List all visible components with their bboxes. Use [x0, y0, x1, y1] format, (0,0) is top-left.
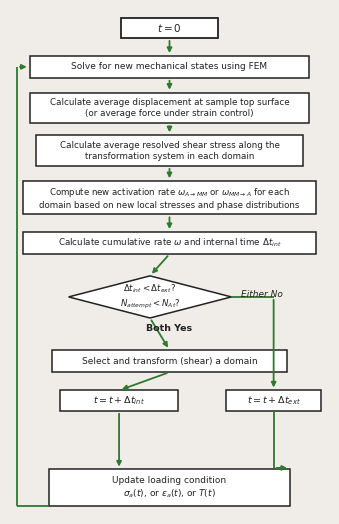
Text: Update loading condition
$\sigma_a(t)$, or $\varepsilon_a(t)$, or $T(t)$: Update loading condition $\sigma_a(t)$, … [113, 476, 226, 500]
Polygon shape [68, 276, 231, 318]
Text: Either No: Either No [241, 290, 283, 299]
Text: Compute new activation rate $\omega_{A\rightarrow MM}$ or $\omega_{MM\rightarrow: Compute new activation rate $\omega_{A\r… [39, 186, 300, 210]
FancyBboxPatch shape [29, 56, 310, 78]
FancyBboxPatch shape [52, 350, 287, 372]
Text: $\Delta t_{int} < \Delta t_{ext}$?
$N_{attempt} < N_{At}$?: $\Delta t_{int} < \Delta t_{ext}$? $N_{a… [120, 282, 180, 311]
FancyBboxPatch shape [23, 181, 316, 214]
FancyBboxPatch shape [121, 18, 218, 38]
FancyBboxPatch shape [226, 390, 321, 411]
FancyBboxPatch shape [23, 232, 316, 254]
Text: Solve for new mechanical states using FEM: Solve for new mechanical states using FE… [72, 62, 267, 71]
Text: Calculate average resolved shear stress along the
transformation system in each : Calculate average resolved shear stress … [60, 140, 279, 161]
Text: $t = t + \Delta t_{int}$: $t = t + \Delta t_{int}$ [93, 395, 145, 407]
FancyBboxPatch shape [49, 470, 290, 506]
FancyBboxPatch shape [36, 135, 303, 166]
Text: Select and transform (shear) a domain: Select and transform (shear) a domain [82, 357, 257, 366]
Text: Both Yes: Both Yes [146, 324, 193, 333]
FancyBboxPatch shape [60, 390, 178, 411]
Text: $t = 0$: $t = 0$ [157, 22, 182, 34]
FancyBboxPatch shape [29, 93, 310, 123]
Text: Calculate average displacement at sample top surface
(or average force under str: Calculate average displacement at sample… [50, 98, 289, 118]
Text: $t = t + \Delta t_{ext}$: $t = t + \Delta t_{ext}$ [247, 395, 301, 407]
Text: Calculate cumulative rate $\omega$ and internal time $\Delta t_{int}$: Calculate cumulative rate $\omega$ and i… [58, 237, 281, 249]
